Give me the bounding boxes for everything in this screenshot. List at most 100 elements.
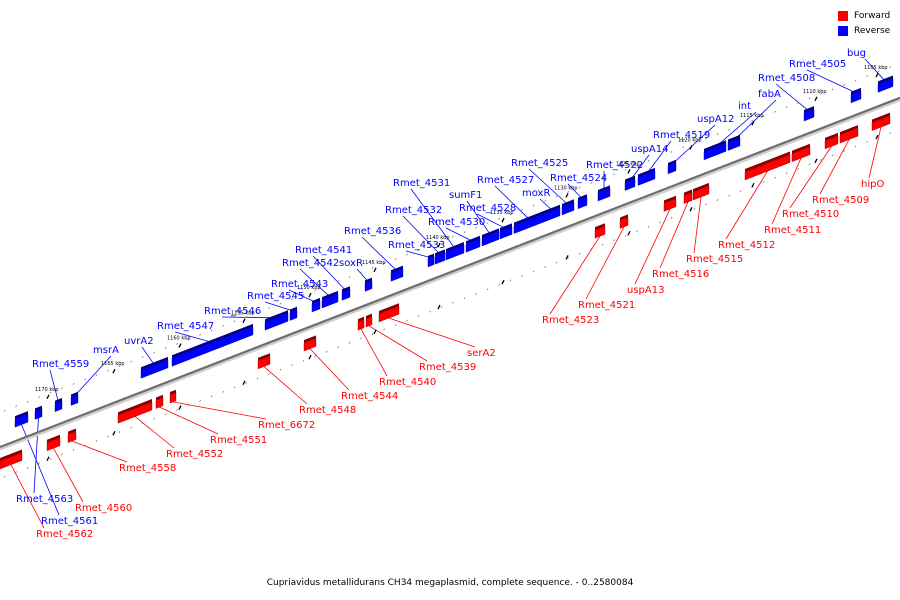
label-rmet_4533: Rmet_4533 (388, 240, 445, 251)
forward-gene-rmet_4558[interactable] (67, 431, 77, 443)
label-soxr: soxR (339, 258, 363, 269)
reverse-gene-rmet_4542[interactable] (321, 293, 339, 309)
legend-forward: Forward (838, 8, 890, 23)
forward-gene-rmet_4562[interactable] (0, 452, 23, 470)
reverse-gene-rmet_4561[interactable] (14, 413, 29, 428)
legend-reverse: Reverse (838, 23, 890, 38)
label-rmet_4523: Rmet_4523 (542, 315, 599, 326)
reverse-gene-rmet_4559[interactable] (54, 400, 63, 412)
label-rmet_4516: Rmet_4516 (652, 269, 709, 280)
label-rmet_4519: Rmet_4519 (653, 130, 710, 141)
label-rmet_4558: Rmet_4558 (119, 463, 176, 474)
forward-gene-rmet_4511[interactable] (791, 146, 811, 162)
reverse-gene-faba[interactable] (727, 137, 741, 151)
label-faba: fabA (758, 89, 781, 100)
forward-gene-rmet_4539[interactable] (365, 316, 373, 328)
reverse-gene-rmet_4528[interactable] (499, 226, 513, 240)
scale-tick-label: 1160 kbp (167, 336, 191, 342)
reverse-gene-rmet_4541[interactable] (341, 288, 351, 301)
reverse-gene-uspa14[interactable] (624, 178, 636, 191)
label-rmet_4511: Rmet_4511 (764, 225, 821, 236)
label-rmet_4544: Rmet_4544 (341, 391, 398, 402)
reverse-gene-rmet_4527[interactable] (513, 213, 546, 234)
reverse-gene-soxr[interactable] (364, 280, 373, 292)
scale-tick-label: 1120 kbp (678, 137, 702, 143)
reverse-gene-rmet_4522[interactable] (597, 188, 611, 202)
label-rmet_4525: Rmet_4525 (511, 158, 568, 169)
reverse-gene-rmet_4525[interactable] (561, 201, 575, 216)
forward-gene-hipo[interactable] (871, 115, 891, 131)
forward-gene-rmet_4509[interactable] (839, 127, 859, 144)
scale-tick-label: 1170 kbp (35, 387, 59, 393)
label-hipo: hipO (861, 179, 884, 190)
backbone-line (0, 96, 900, 449)
reverse-gene-msra[interactable] (70, 394, 79, 406)
reverse-gene-bug[interactable] (877, 78, 894, 93)
label-uspa12: uspA12 (697, 114, 734, 125)
reverse-gene-rmet_4519[interactable] (637, 170, 656, 186)
label-rmet_4545: Rmet_4545 (247, 291, 304, 302)
label-rmet_4548: Rmet_4548 (299, 405, 356, 416)
reverse-gene-rmet_4563[interactable] (34, 408, 43, 420)
scale-tick-label: 1125 kbp (616, 161, 640, 167)
reverse-gene-uvra2[interactable] (140, 359, 169, 379)
label-rmet_4552: Rmet_4552 (166, 449, 223, 460)
label-rmet_4531: Rmet_4531 (393, 178, 450, 189)
forward-gene-rmet_4515[interactable] (692, 185, 710, 201)
reverse-swatch (838, 25, 848, 36)
legend-reverse-label: Reverse (854, 25, 891, 36)
label-rmet_4536: Rmet_4536 (344, 226, 401, 237)
reverse-gene-rmet_4532[interactable] (434, 252, 446, 265)
reverse-gene-rmet_4530[interactable] (465, 238, 481, 253)
reverse-gene-rmet_4546[interactable] (264, 312, 289, 331)
scale-tick-label: 1140 kbp (426, 235, 450, 241)
forward-gene-rmet_4510[interactable] (824, 135, 839, 150)
label-rmet_4542: Rmet_4542 (282, 258, 339, 269)
forward-gene-rmet_4548[interactable] (257, 355, 271, 370)
forward-gene-rmet_4521[interactable] (619, 217, 629, 229)
forward-gene-rmet_4560[interactable] (46, 437, 61, 452)
strand-legend: Forward Reverse (838, 8, 890, 38)
label-rmet_4543: Rmet_4543 (271, 279, 328, 290)
forward-gene-rmet_4523[interactable] (594, 225, 606, 239)
scale-tick-label: 1110 kbp (803, 89, 827, 95)
forward-gene-rmet_4512[interactable] (744, 154, 791, 181)
label-rmet_4505: Rmet_4505 (789, 59, 846, 70)
forward-gene-rmet_6672[interactable] (169, 392, 177, 404)
scale-tick-label: 1165 kbp (101, 361, 125, 367)
forward-gene-rmet_4544[interactable] (303, 338, 317, 352)
forward-gene-sera2[interactable] (378, 305, 400, 323)
reverse-gene-rmet_4547[interactable] (171, 326, 254, 367)
label-rmet_4528: Rmet_4528 (459, 203, 516, 214)
forward-gene-rmet_4540[interactable] (357, 319, 365, 331)
reverse-gene-rmet_4505[interactable] (850, 90, 862, 104)
forward-gene-uspa13[interactable] (663, 198, 677, 212)
reverse-gene-rmet_4533[interactable] (427, 256, 435, 268)
forward-gene-rmet_4551[interactable] (155, 397, 164, 409)
label-rmet_4509: Rmet_4509 (812, 195, 869, 206)
reverse-gene-uspa12[interactable] (667, 162, 677, 175)
reverse-gene-rmet_4531[interactable] (445, 244, 465, 261)
reverse-gene-rmet_4524[interactable] (577, 196, 588, 210)
reverse-gene-rmet_4543[interactable] (311, 300, 321, 313)
label-rmet_4527: Rmet_4527 (477, 175, 534, 186)
reverse-gene-int[interactable] (703, 143, 727, 161)
legend-forward-label: Forward (854, 10, 891, 21)
reverse-gene-rmet_4536[interactable] (390, 268, 404, 282)
forward-gene-rmet_4552[interactable] (117, 401, 153, 424)
label-rmet_4546: Rmet_4546 (204, 306, 261, 317)
label-rmet_4522: Rmet_4522 (586, 160, 643, 171)
forward-gene-rmet_4516[interactable] (683, 192, 693, 204)
label-rmet_4562: Rmet_4562 (36, 529, 93, 540)
scale-tick-label: 1105 kbp (864, 65, 888, 71)
forward-swatch (838, 10, 848, 21)
label-rmet_4563: Rmet_4563 (16, 494, 73, 505)
reverse-gene-rmet_4545[interactable] (289, 309, 298, 321)
label-uvra2: uvrA2 (124, 336, 154, 347)
reverse-gene-rmet_4508[interactable] (803, 108, 815, 122)
label-rmet_4551: Rmet_4551 (210, 435, 267, 446)
label-rmet_4510: Rmet_4510 (782, 209, 839, 220)
reverse-gene-sumf1[interactable] (481, 231, 500, 247)
